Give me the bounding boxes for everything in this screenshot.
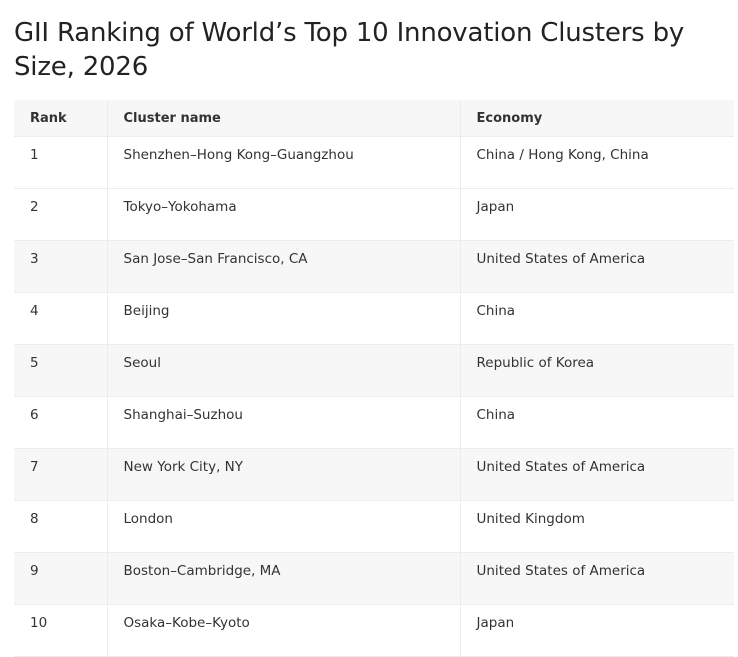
table-row: 4 Beijing China [14,292,734,345]
cluster-name-cell: Boston–Cambridge, MA [106,552,460,605]
cluster-name-cell: San Jose–San Francisco, CA [106,240,460,293]
rank-cell: 8 [14,500,107,553]
clusters-table: Rank Cluster name Economy 1 Shenzhen–Hon… [14,100,734,657]
table-row: 8 London United Kingdom [14,500,734,553]
rank-cell: 9 [14,552,107,605]
economy-cell: United Kingdom [459,500,734,553]
header-cluster-name: Cluster name [106,100,460,137]
economy-cell: China [459,292,734,345]
economy-cell: United States of America [459,240,734,293]
economy-cell: China / Hong Kong, China [459,136,734,189]
rank-cell: 3 [14,240,107,293]
rank-cell: 7 [14,448,107,501]
cluster-name-cell: Shanghai–Suzhou [106,396,460,449]
table-row: 7 New York City, NY United States of Ame… [14,448,734,501]
cluster-name-cell: Osaka–Kobe–Kyoto [106,604,460,657]
rank-cell: 4 [14,292,107,345]
table-row: 2 Tokyo–Yokohama Japan [14,188,734,241]
table-row: 5 Seoul Republic of Korea [14,344,734,397]
economy-cell: Japan [459,604,734,657]
economy-cell: United States of America [459,448,734,501]
table-row: 3 San Jose–San Francisco, CA United Stat… [14,240,734,293]
economy-cell: Republic of Korea [459,344,734,397]
cluster-name-cell: Shenzhen–Hong Kong–Guangzhou [106,136,460,189]
cluster-name-cell: London [106,500,460,553]
cluster-name-cell: Seoul [106,344,460,397]
cluster-name-cell: Beijing [106,292,460,345]
cluster-name-cell: Tokyo–Yokohama [106,188,460,241]
rank-cell: 6 [14,396,107,449]
economy-cell: United States of America [459,552,734,605]
table-row: 10 Osaka–Kobe–Kyoto Japan [14,604,734,657]
rank-cell: 10 [14,604,107,657]
economy-cell: China [459,396,734,449]
rank-cell: 5 [14,344,107,397]
header-economy: Economy [459,100,734,137]
table-row: 6 Shanghai–Suzhou China [14,396,734,449]
table-row: 9 Boston–Cambridge, MA United States of … [14,552,734,605]
header-rank: Rank [14,100,107,137]
rank-cell: 1 [14,136,107,189]
table-header-row: Rank Cluster name Economy [14,100,734,137]
page-title: GII Ranking of World’s Top 10 Innovation… [14,18,685,82]
economy-cell: Japan [459,188,734,241]
table-row: 1 Shenzhen–Hong Kong–Guangzhou China / H… [14,136,734,189]
rank-cell: 2 [14,188,107,241]
cluster-name-cell: New York City, NY [106,448,460,501]
